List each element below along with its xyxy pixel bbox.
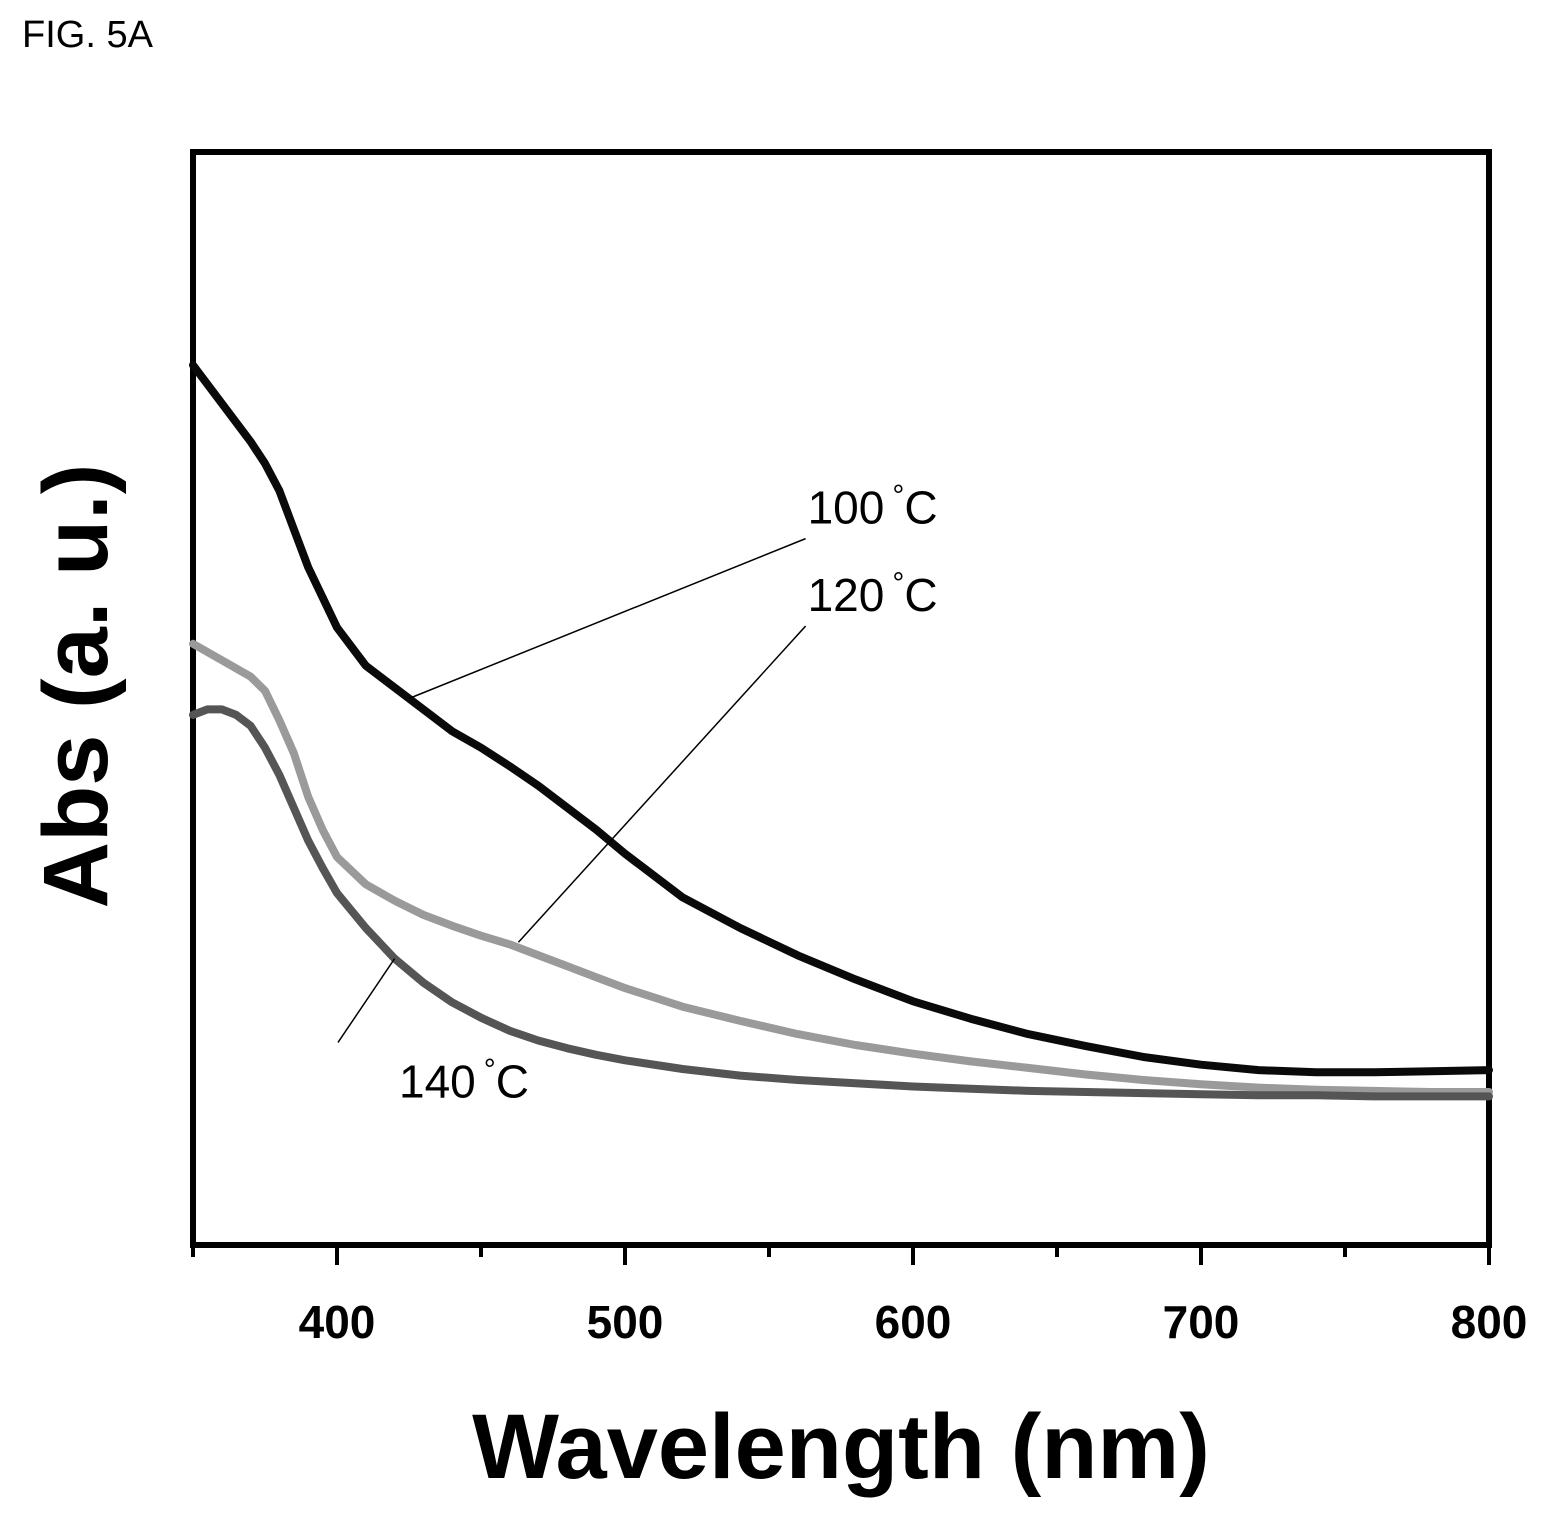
degree-sign: ° xyxy=(484,1053,496,1086)
degree-sign: ° xyxy=(892,480,904,513)
x-axis-ticks: 400 500 600 700 800 xyxy=(191,1245,1528,1348)
series-label: 120 °C xyxy=(808,567,938,621)
series-label: 140 °C xyxy=(399,1053,529,1107)
x-tick-label: 600 xyxy=(875,1296,952,1348)
y-axis-title: Abs (a. u.) xyxy=(25,464,127,909)
series-label-number: 120 xyxy=(808,569,885,621)
leader-line xyxy=(408,537,806,700)
x-tick-label: 500 xyxy=(587,1296,664,1348)
x-tick-label: 700 xyxy=(1163,1296,1240,1348)
series-label-number: 140 xyxy=(399,1055,476,1107)
series-label-unit: C xyxy=(904,569,937,621)
series-group xyxy=(189,361,1493,1101)
degree-sign: ° xyxy=(892,567,904,600)
series-label: 100 °C xyxy=(808,480,938,534)
series-line-2 xyxy=(189,705,1493,1101)
series-label-unit: C xyxy=(904,482,937,534)
x-tick-label: 800 xyxy=(1451,1296,1528,1348)
series-label-unit: C xyxy=(496,1055,529,1107)
series-line-1 xyxy=(189,639,1493,1096)
plot-frame xyxy=(190,149,1492,1248)
series-label-number: 100 xyxy=(808,482,885,534)
x-tick-label: 400 xyxy=(299,1296,376,1348)
leader-line xyxy=(337,958,396,1043)
figure-label: FIG. 5A xyxy=(22,14,153,56)
x-axis-title: Wavelength (nm) xyxy=(472,1396,1210,1498)
leader-line xyxy=(517,625,807,943)
series-line-0 xyxy=(189,361,1493,1077)
